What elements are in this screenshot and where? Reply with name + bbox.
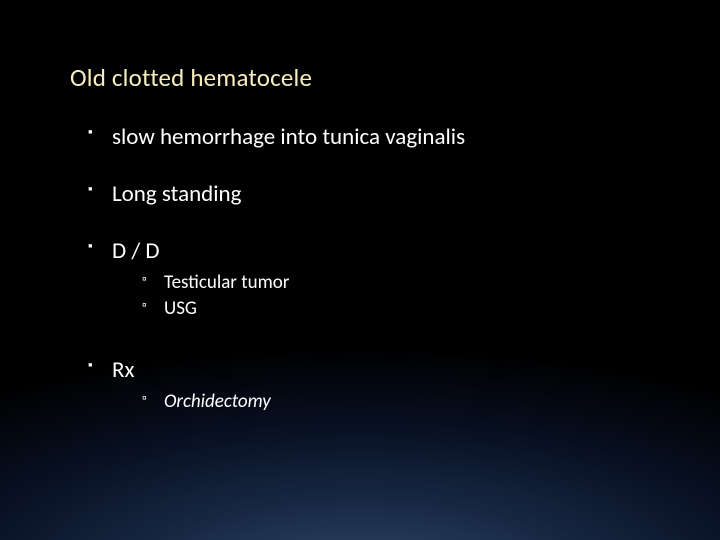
sub-list-item: Testicular tumor — [142, 271, 650, 296]
list-item-text: slow hemorrhage into tunica vaginalis — [112, 123, 465, 151]
bullet-list: slow hemorrhage into tunica vaginalis Lo… — [70, 123, 650, 415]
sub-list: Testicular tumor USG — [112, 271, 650, 321]
sub-list-item-text: Testicular tumor — [164, 271, 289, 294]
list-item: Rx Orchidectomy — [88, 356, 650, 415]
sub-list-item-text: USG — [164, 297, 197, 320]
list-item: D / D Testicular tumor USG — [88, 237, 650, 322]
slide: Old clotted hematocele slow hemorrhage i… — [0, 0, 720, 540]
slide-title: Old clotted hematocele — [70, 62, 650, 93]
sub-list-item-text: Orchidectomy — [164, 390, 271, 413]
list-item: slow hemorrhage into tunica vaginalis — [88, 123, 650, 152]
sub-list: Orchidectomy — [112, 390, 650, 415]
list-item-text: Rx — [112, 356, 134, 384]
list-item: Long standing — [88, 180, 650, 209]
list-item-text: D / D — [112, 237, 160, 265]
list-item-text: Long standing — [112, 180, 241, 208]
sub-list-item: Orchidectomy — [142, 390, 650, 415]
sub-list-item: USG — [142, 297, 650, 322]
